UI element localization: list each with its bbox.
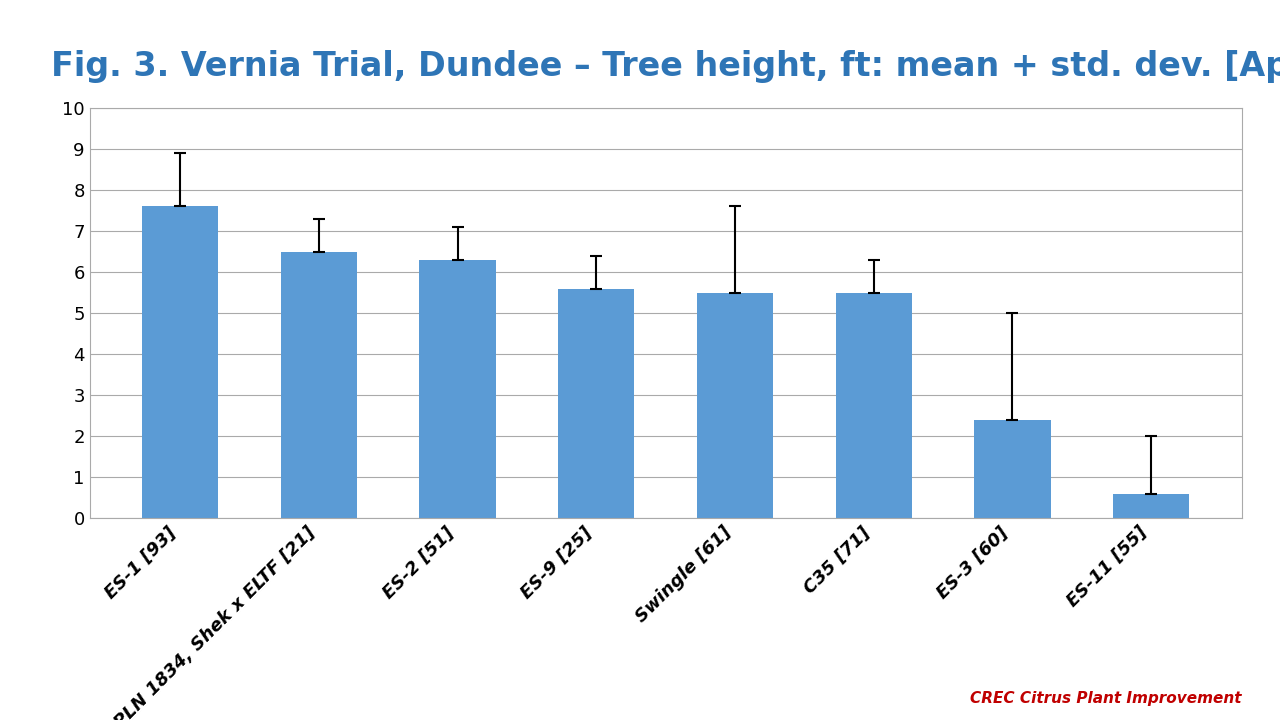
Bar xyxy=(420,260,495,518)
Bar xyxy=(974,420,1051,518)
Text: CREC Citrus Plant Improvement: CREC Citrus Plant Improvement xyxy=(970,690,1242,706)
Bar xyxy=(558,289,635,518)
Bar xyxy=(1112,494,1189,518)
Bar xyxy=(280,251,357,518)
Bar xyxy=(696,292,773,518)
Text: Fig. 3. Vernia Trial, Dundee – Tree height, ft: mean + std. dev. [April 2019].: Fig. 3. Vernia Trial, Dundee – Tree heig… xyxy=(51,50,1280,84)
Bar xyxy=(142,207,219,518)
Bar xyxy=(836,292,911,518)
